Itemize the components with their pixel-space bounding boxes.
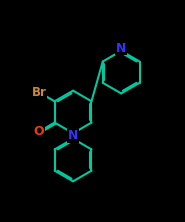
Text: N: N	[116, 42, 126, 55]
Text: N: N	[68, 129, 78, 142]
Text: Br: Br	[32, 86, 47, 99]
Text: O: O	[34, 125, 44, 138]
